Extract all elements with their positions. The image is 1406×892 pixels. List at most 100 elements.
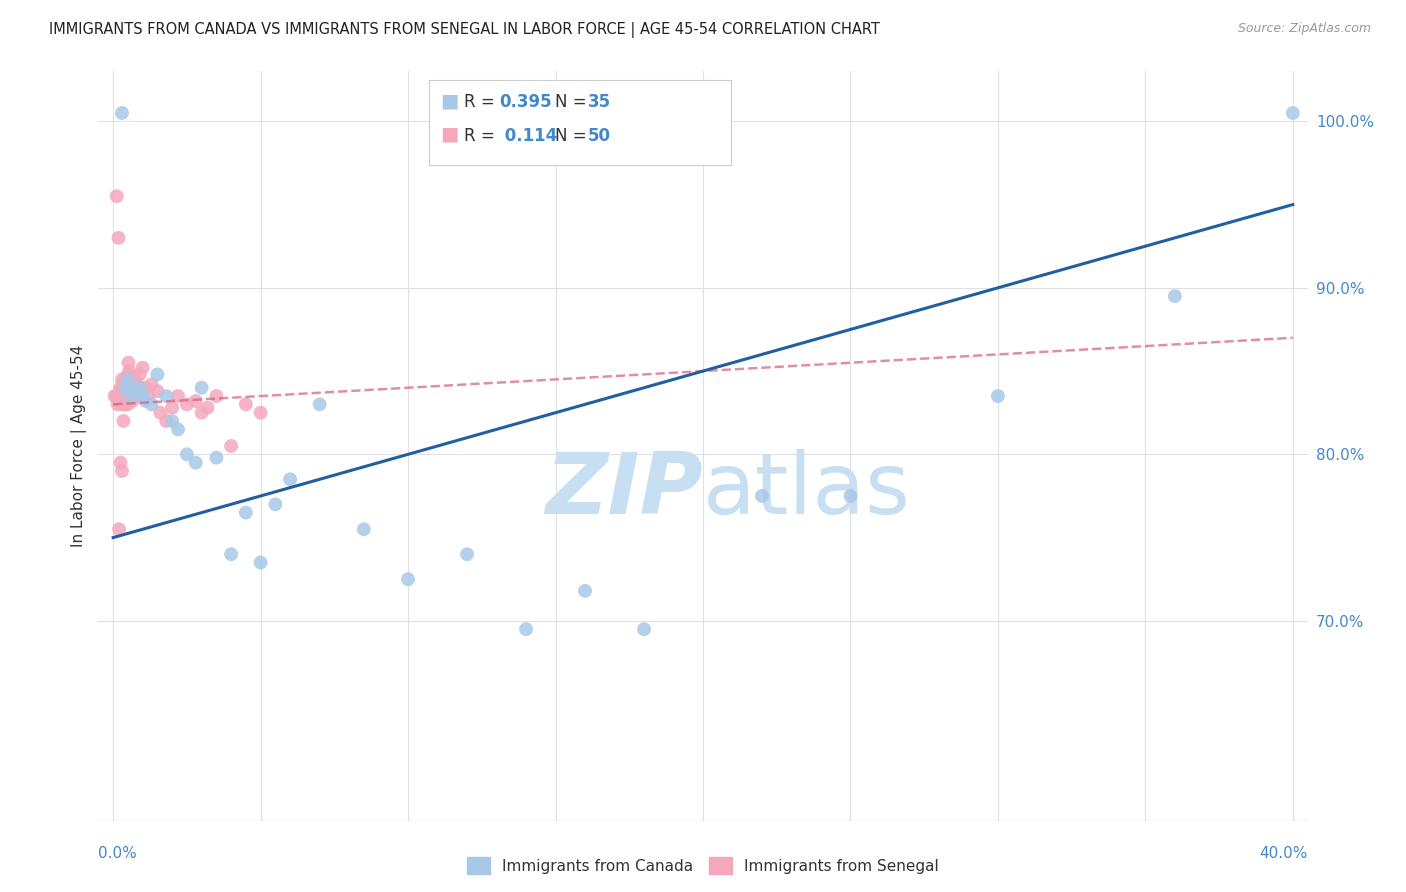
Point — [114, 381, 136, 395]
Point — [128, 381, 150, 395]
Point — [122, 381, 145, 395]
Point — [219, 547, 242, 561]
Point — [456, 547, 478, 561]
Point — [111, 106, 134, 120]
Point — [135, 381, 157, 395]
Point — [146, 384, 169, 398]
Text: 40.0%: 40.0% — [1260, 846, 1308, 861]
Point — [839, 489, 862, 503]
Point — [107, 231, 129, 245]
Point — [120, 372, 142, 386]
Point — [184, 394, 207, 409]
Point — [197, 401, 219, 415]
Point — [112, 377, 135, 392]
Text: ■: ■ — [440, 91, 458, 110]
Point — [117, 397, 139, 411]
Point — [155, 414, 177, 428]
Point — [110, 384, 132, 398]
Point — [155, 389, 177, 403]
Point — [111, 464, 134, 478]
Y-axis label: In Labor Force | Age 45-54: In Labor Force | Age 45-54 — [72, 345, 87, 547]
Point — [117, 389, 139, 403]
Point — [111, 372, 134, 386]
Point — [112, 414, 135, 428]
Point — [118, 364, 141, 378]
Point — [105, 389, 128, 403]
Point — [108, 522, 131, 536]
Text: IMMIGRANTS FROM CANADA VS IMMIGRANTS FROM SENEGAL IN LABOR FORCE | AGE 45-54 COR: IMMIGRANTS FROM CANADA VS IMMIGRANTS FRO… — [49, 22, 880, 38]
Point — [121, 394, 143, 409]
Point — [278, 472, 301, 486]
Point — [117, 356, 139, 370]
Point — [138, 389, 160, 403]
Point — [160, 414, 183, 428]
Point — [396, 572, 419, 586]
Point — [190, 406, 212, 420]
Point — [176, 397, 198, 411]
Point — [117, 368, 139, 382]
Point — [1164, 289, 1187, 303]
Point — [160, 401, 183, 415]
Point — [122, 381, 145, 395]
Point — [141, 377, 163, 392]
Point — [141, 397, 163, 411]
Text: 0.0%: 0.0% — [98, 846, 138, 861]
Text: N =: N = — [555, 127, 592, 145]
Point — [125, 384, 148, 398]
Point — [176, 447, 198, 461]
Point — [124, 372, 146, 386]
Point — [114, 372, 136, 386]
Point — [190, 381, 212, 395]
Point — [117, 372, 139, 386]
Point — [205, 389, 228, 403]
Text: 50: 50 — [588, 127, 610, 145]
Text: R =: R = — [464, 127, 501, 145]
Point — [135, 394, 157, 409]
Point — [235, 397, 257, 411]
Point — [105, 189, 128, 203]
Point — [131, 389, 153, 403]
Point — [112, 397, 135, 411]
Point — [308, 397, 330, 411]
Point — [111, 397, 134, 411]
Point — [108, 394, 131, 409]
Point — [104, 389, 127, 403]
Text: 35: 35 — [588, 93, 610, 111]
Text: atlas: atlas — [703, 450, 911, 533]
Point — [120, 389, 142, 403]
Point — [128, 368, 150, 382]
Text: ZIP: ZIP — [546, 450, 703, 533]
Point — [167, 389, 190, 403]
Point — [987, 389, 1010, 403]
Point — [115, 381, 138, 395]
Point — [249, 556, 271, 570]
Point — [184, 456, 207, 470]
Point — [235, 506, 257, 520]
Point — [633, 622, 655, 636]
Point — [110, 456, 132, 470]
Point — [219, 439, 242, 453]
Point — [107, 389, 129, 403]
Point — [127, 389, 149, 403]
Text: 0.114: 0.114 — [499, 127, 557, 145]
Text: ■: ■ — [440, 125, 458, 144]
Point — [205, 450, 228, 465]
Point — [264, 497, 287, 511]
Point — [131, 360, 153, 375]
Legend: Immigrants from Canada, Immigrants from Senegal: Immigrants from Canada, Immigrants from … — [461, 851, 945, 880]
Point — [110, 381, 132, 395]
Point — [146, 368, 169, 382]
Text: Source: ZipAtlas.com: Source: ZipAtlas.com — [1237, 22, 1371, 36]
Point — [574, 583, 596, 598]
Point — [107, 397, 129, 411]
Point — [108, 389, 131, 403]
Text: 0.395: 0.395 — [499, 93, 551, 111]
Point — [515, 622, 537, 636]
Point — [114, 384, 136, 398]
Point — [353, 522, 375, 536]
Text: R =: R = — [464, 93, 501, 111]
Text: N =: N = — [555, 93, 592, 111]
Point — [249, 406, 271, 420]
Point — [149, 406, 172, 420]
Point — [751, 489, 773, 503]
